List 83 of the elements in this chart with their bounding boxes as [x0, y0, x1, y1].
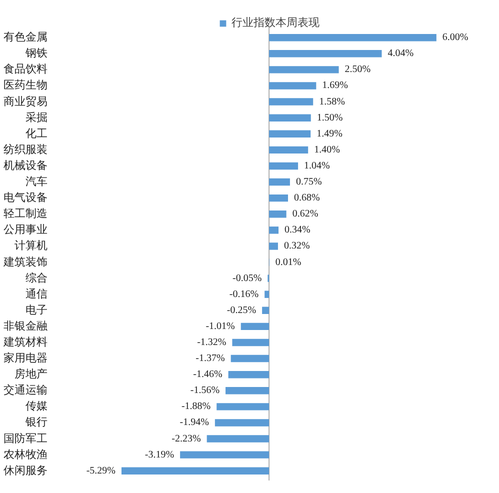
data-label: 0.01%	[275, 256, 302, 268]
data-label: -1.94%	[180, 417, 209, 428]
bar	[269, 50, 382, 58]
data-label: 0.34%	[284, 224, 310, 236]
bar	[180, 451, 270, 458]
y-tick-label: 纺织服装	[4, 142, 48, 156]
data-label: -1.88%	[181, 401, 211, 412]
y-tick-label: 商业贸易	[4, 94, 48, 108]
data-label: 0.75%	[296, 176, 322, 188]
y-tick-label: 传媒	[26, 400, 48, 413]
bar	[269, 34, 436, 42]
data-label: 2.50%	[344, 64, 371, 76]
y-tick-label: 医药生物	[4, 78, 48, 92]
bar	[269, 178, 290, 186]
bar	[269, 162, 298, 170]
data-label: 1.69%	[322, 80, 348, 92]
y-tick-label: 银行	[24, 416, 48, 429]
y-tick-label: 电气设备	[4, 191, 48, 204]
data-label: 1.04%	[304, 160, 330, 172]
data-label: -5.29%	[86, 465, 116, 476]
data-label: 0.68%	[294, 192, 320, 204]
data-label: -1.01%	[206, 320, 235, 332]
bar	[269, 226, 279, 234]
data-label: 0.62%	[292, 208, 318, 220]
bar	[121, 467, 270, 474]
y-tick-label: 非银金融	[4, 319, 48, 332]
y-tick-label: 有色金属	[4, 32, 48, 44]
data-label: -1.37%	[196, 353, 225, 364]
data-label: 4.04%	[388, 48, 414, 60]
legend-label: 行业指数本周表现	[232, 16, 320, 30]
bar	[269, 146, 308, 154]
data-label: 1.58%	[319, 96, 345, 108]
y-tick-label: 机械设备	[4, 158, 48, 172]
y-tick-label: 休闲服务	[4, 464, 48, 477]
bar	[269, 210, 286, 218]
y-tick-label: 电子	[26, 303, 48, 316]
data-label: -0.16%	[229, 288, 259, 300]
data-label: -0.25%	[226, 304, 256, 316]
y-tick-label: 农林牧渔	[4, 448, 48, 461]
y-tick-label: 采掘	[26, 110, 48, 124]
y-tick-label: 房地产	[14, 368, 48, 381]
bar	[262, 306, 270, 314]
y-tick-label: 钢铁	[24, 48, 48, 60]
data-label: 1.50%	[316, 112, 343, 124]
bar	[269, 194, 288, 202]
data-label: 1.49%	[316, 128, 342, 140]
bar	[269, 242, 278, 250]
data-label: -1.56%	[190, 385, 220, 396]
y-tick-label: 化工	[26, 128, 48, 140]
bar	[269, 130, 311, 138]
data-label: -3.19%	[144, 449, 174, 460]
y-tick-label: 综合	[26, 271, 48, 284]
y-tick-label: 通信	[26, 287, 48, 300]
y-tick-label: 公用事业	[4, 223, 48, 236]
y-tick-label: 轻工制造	[4, 207, 48, 220]
data-label: 0.32%	[284, 240, 310, 252]
bar	[269, 82, 316, 90]
bar	[226, 387, 270, 394]
bar	[228, 370, 270, 378]
bar	[269, 66, 339, 74]
data-label: 1.40%	[314, 144, 340, 156]
y-tick-label: 交通运输	[4, 384, 48, 397]
y-tick-label: 汽车	[26, 175, 48, 188]
y-tick-label: 计算机	[14, 239, 48, 252]
data-label: -0.05%	[232, 272, 262, 284]
y-tick-label: 国防军工	[4, 432, 48, 445]
bar	[214, 419, 270, 426]
data-label: -1.46%	[193, 369, 222, 380]
bar	[269, 98, 314, 106]
bar	[216, 403, 270, 410]
y-tick-label: 食品饮料	[4, 62, 48, 76]
y-tick-label: 建筑材料	[2, 335, 48, 348]
y-tick-label: 建筑装饰	[2, 255, 48, 268]
bar	[206, 435, 270, 442]
bar	[264, 290, 270, 298]
data-label: 6.00%	[442, 32, 468, 44]
bar	[269, 114, 311, 122]
bar	[230, 354, 270, 362]
bar	[240, 322, 270, 330]
data-label: -2.23%	[172, 433, 201, 444]
data-label: -1.32%	[197, 336, 226, 348]
bar	[232, 338, 270, 346]
y-tick-label: 家用电器	[4, 352, 48, 365]
